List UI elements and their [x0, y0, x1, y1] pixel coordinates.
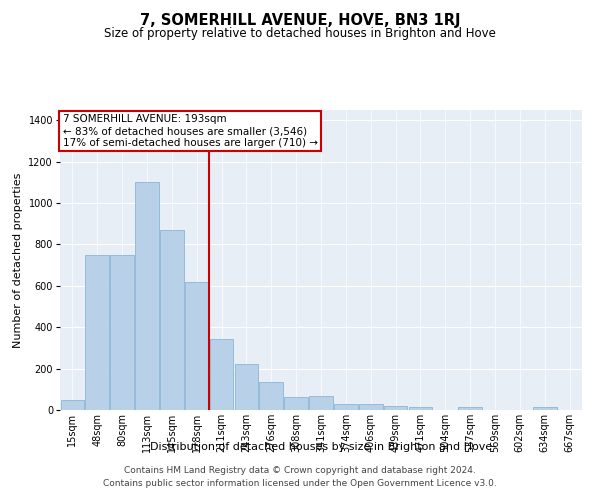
Text: Size of property relative to detached houses in Brighton and Hove: Size of property relative to detached ho… [104, 28, 496, 40]
Bar [409, 408, 432, 410]
Bar [284, 396, 308, 410]
Bar [458, 408, 482, 410]
Text: 7 SOMERHILL AVENUE: 193sqm
← 83% of detached houses are smaller (3,546)
17% of s: 7 SOMERHILL AVENUE: 193sqm ← 83% of deta… [62, 114, 317, 148]
Bar [61, 400, 84, 410]
Bar [85, 255, 109, 410]
Y-axis label: Number of detached properties: Number of detached properties [13, 172, 23, 348]
Bar [359, 404, 383, 410]
Bar [185, 282, 209, 410]
Bar [309, 396, 333, 410]
Bar [135, 182, 159, 410]
Bar [384, 406, 407, 410]
Bar [160, 230, 184, 410]
Text: 7, SOMERHILL AVENUE, HOVE, BN3 1RJ: 7, SOMERHILL AVENUE, HOVE, BN3 1RJ [140, 12, 460, 28]
Bar [210, 338, 233, 410]
Text: Distribution of detached houses by size in Brighton and Hove: Distribution of detached houses by size … [150, 442, 492, 452]
Bar [259, 382, 283, 410]
Bar [235, 364, 258, 410]
Bar [110, 255, 134, 410]
Bar [334, 404, 358, 410]
Bar [533, 408, 557, 410]
Text: Contains HM Land Registry data © Crown copyright and database right 2024.
Contai: Contains HM Land Registry data © Crown c… [103, 466, 497, 487]
